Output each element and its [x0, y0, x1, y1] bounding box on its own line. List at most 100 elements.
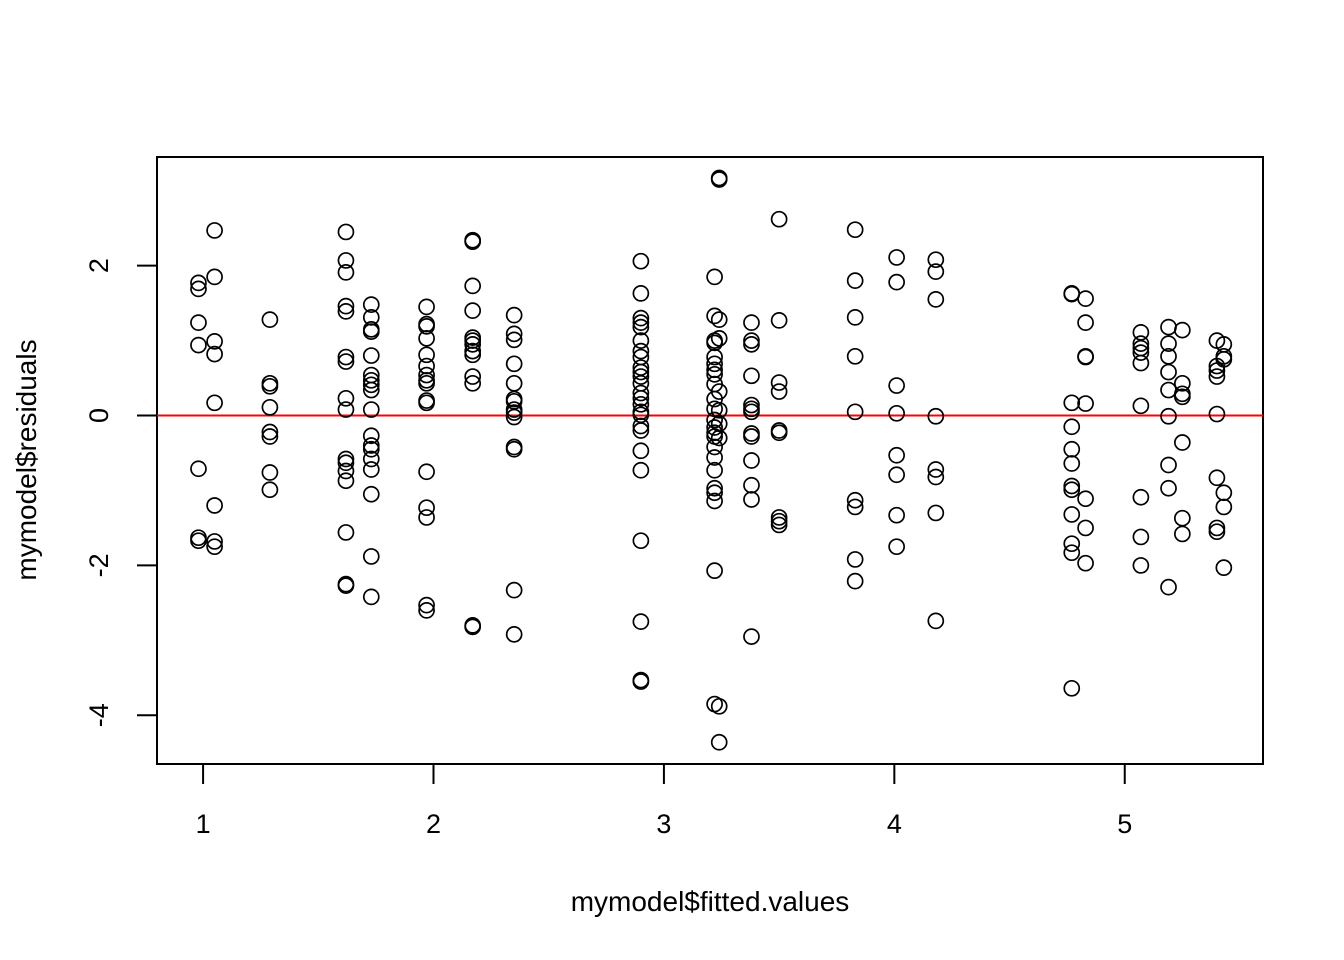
data-point [464, 277, 482, 295]
data-point [1063, 535, 1081, 553]
data-point [706, 365, 723, 383]
data-point [632, 389, 650, 407]
data-point [418, 346, 435, 364]
data-point [1063, 285, 1081, 303]
data-point [362, 437, 380, 454]
data-point [206, 345, 223, 363]
data-point [927, 468, 945, 486]
data-point [362, 461, 380, 478]
data-point [362, 548, 380, 565]
data-point [505, 306, 523, 324]
data-point [632, 363, 650, 381]
y-tick-label: 0 [84, 408, 114, 423]
data-point [1174, 525, 1191, 543]
data-point [632, 309, 650, 327]
data-point [743, 314, 760, 331]
data-point [505, 355, 523, 373]
data-point [190, 336, 207, 354]
x-tick-label: 3 [656, 809, 671, 839]
data-point [1063, 506, 1081, 523]
data-point [464, 342, 482, 360]
data-point [632, 673, 650, 690]
data-point [337, 264, 355, 281]
y-axis: -4 -2 0 2 [84, 258, 158, 727]
data-point [1215, 498, 1233, 516]
data-point [632, 252, 650, 270]
data-point [743, 335, 760, 353]
data-point [770, 512, 788, 530]
data-point [362, 485, 380, 503]
data-point [1063, 440, 1081, 458]
data-point [927, 504, 945, 522]
data-point [261, 398, 279, 416]
data-point [846, 272, 864, 289]
data-point [337, 577, 355, 594]
data-point [505, 440, 523, 458]
x-axis: 1 2 3 4 5 [196, 763, 1132, 839]
data-point [362, 450, 380, 468]
data-point [1160, 456, 1177, 474]
data-point [706, 355, 723, 373]
data-point [505, 325, 523, 343]
data-point [846, 551, 864, 568]
data-point [770, 210, 788, 228]
data-point [337, 472, 355, 490]
data-point [190, 460, 207, 478]
data-point [770, 383, 788, 400]
data-point [418, 374, 435, 392]
data-point [1132, 397, 1150, 415]
data-point [1063, 544, 1081, 562]
data-point [710, 311, 728, 328]
data-point [888, 466, 905, 484]
data-point [706, 268, 723, 286]
data-point [1174, 509, 1191, 527]
data-point [418, 357, 435, 375]
data-point [632, 342, 650, 360]
data-point [927, 407, 945, 425]
data-point [743, 628, 760, 645]
data-point [927, 461, 945, 478]
data-point [418, 298, 435, 316]
data-point [846, 498, 864, 516]
data-point [632, 461, 650, 479]
data-point [710, 697, 728, 715]
data-point [1160, 381, 1177, 399]
data-point [1208, 519, 1226, 537]
data-point [418, 318, 435, 335]
data-point [1208, 523, 1226, 541]
data-point [337, 348, 355, 366]
data-point [261, 377, 279, 395]
data-point [846, 221, 864, 239]
data-point [1132, 488, 1150, 506]
data-point [1077, 490, 1094, 508]
data-point [337, 353, 355, 370]
data-point [505, 331, 523, 349]
data-point [190, 532, 207, 550]
data-point [261, 464, 279, 481]
data-point [770, 516, 788, 534]
data-point [770, 424, 788, 442]
data-point [846, 403, 864, 421]
data-point [743, 332, 760, 349]
data-point [362, 323, 380, 340]
data-point [710, 330, 728, 347]
data-point [337, 303, 355, 320]
data-point [1063, 394, 1081, 412]
data-point [632, 395, 650, 413]
data-point [1063, 477, 1081, 495]
data-point [770, 312, 788, 329]
data-point [888, 404, 905, 422]
data-point [206, 497, 223, 514]
data-point [1174, 374, 1191, 392]
data-point [1077, 519, 1094, 537]
data-point [706, 307, 723, 325]
data-point [632, 422, 650, 439]
data-point [706, 449, 723, 466]
data-point [706, 438, 723, 456]
data-point [1063, 679, 1081, 697]
data-point [505, 581, 523, 599]
data-point [1077, 290, 1094, 307]
data-point [1063, 481, 1081, 499]
data-point [927, 291, 945, 308]
data-point [706, 562, 723, 580]
